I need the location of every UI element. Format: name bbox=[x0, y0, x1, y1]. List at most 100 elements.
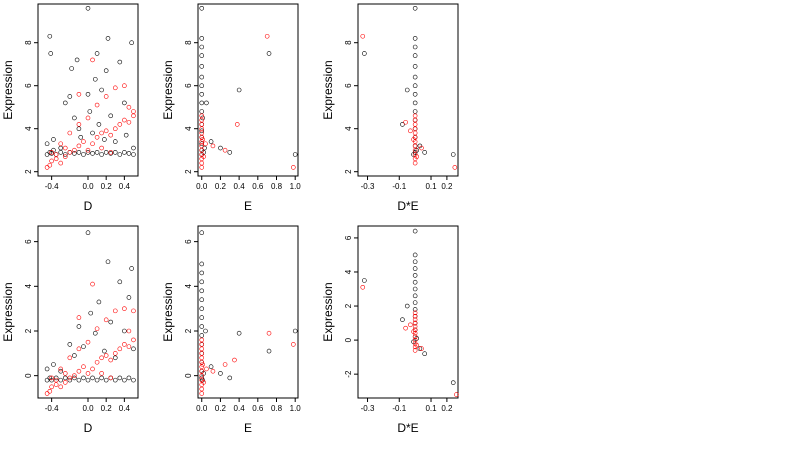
series-1 bbox=[44, 57, 136, 170]
data-point bbox=[103, 317, 109, 323]
data-point bbox=[411, 137, 416, 142]
y-tick-label: 4 bbox=[24, 126, 33, 131]
data-point bbox=[412, 117, 418, 123]
data-point bbox=[58, 366, 64, 372]
data-point bbox=[400, 122, 405, 127]
data-point bbox=[412, 143, 418, 149]
data-point bbox=[44, 391, 50, 396]
data-point bbox=[78, 135, 84, 140]
data-point bbox=[58, 368, 64, 374]
data-point bbox=[266, 348, 272, 354]
data-point bbox=[412, 348, 418, 353]
y-tick-label: 4 bbox=[184, 126, 193, 131]
data-point bbox=[85, 147, 91, 153]
data-point bbox=[199, 100, 205, 106]
series-0 bbox=[44, 6, 136, 157]
data-point bbox=[450, 380, 456, 385]
data-point bbox=[103, 353, 109, 358]
data-point bbox=[199, 83, 205, 88]
data-point bbox=[199, 74, 205, 80]
data-point bbox=[292, 328, 298, 334]
data-point bbox=[412, 334, 418, 339]
plot-frame bbox=[357, 225, 459, 399]
data-point bbox=[200, 137, 205, 142]
x-tick-label: -0.3 bbox=[361, 404, 375, 413]
data-point bbox=[85, 150, 91, 155]
data-point bbox=[412, 53, 418, 58]
data-point bbox=[72, 373, 77, 378]
y-tick-label: -2 bbox=[344, 370, 353, 378]
data-point bbox=[131, 113, 136, 119]
data-point bbox=[126, 344, 132, 349]
data-point bbox=[227, 375, 233, 381]
data-point bbox=[112, 126, 118, 131]
x-tick-label: -0.3 bbox=[361, 182, 375, 191]
data-point bbox=[99, 152, 104, 157]
y-tick-label: 4 bbox=[184, 284, 193, 289]
x-tick-label: -0.1 bbox=[392, 182, 406, 191]
data-point bbox=[414, 147, 420, 153]
panel-top-E: 0.0 0.2 0.4 0.6 0.8 1.0 2 4 6 8 E Expression bbox=[161, 3, 301, 213]
data-point bbox=[400, 317, 405, 322]
data-point bbox=[199, 279, 205, 285]
data-point bbox=[412, 252, 418, 258]
data-point bbox=[85, 371, 91, 376]
data-point bbox=[202, 145, 207, 151]
data-point bbox=[412, 113, 418, 119]
data-point bbox=[90, 141, 95, 147]
data-point bbox=[129, 266, 134, 271]
series-1 bbox=[360, 285, 459, 397]
data-point bbox=[99, 355, 104, 361]
x-tick-label: 0.2 bbox=[101, 404, 113, 413]
data-point bbox=[203, 141, 208, 147]
y-axis-label: Expression bbox=[1, 60, 15, 119]
data-point bbox=[92, 76, 98, 82]
data-point bbox=[412, 126, 418, 131]
data-point bbox=[199, 346, 205, 352]
data-point bbox=[49, 158, 54, 164]
data-point bbox=[199, 351, 205, 356]
data-point bbox=[62, 380, 68, 385]
series-0 bbox=[44, 230, 136, 383]
data-point bbox=[47, 33, 53, 39]
x-tick-label: 0.8 bbox=[271, 182, 283, 191]
data-point bbox=[76, 92, 82, 97]
x-tick-label: -0.4 bbox=[45, 182, 59, 191]
data-point bbox=[44, 366, 50, 372]
x-tick-label: 0.2 bbox=[441, 404, 453, 413]
data-point bbox=[72, 353, 77, 358]
data-point bbox=[105, 259, 111, 265]
data-point bbox=[199, 297, 205, 303]
panel-top-D: -0.4 0.0 0.2 0.4 2 4 6 8 D Expression bbox=[1, 3, 139, 213]
data-point bbox=[199, 364, 205, 370]
data-point bbox=[131, 337, 136, 343]
data-point bbox=[108, 375, 114, 381]
x-tick-label: 0.0 bbox=[196, 182, 208, 191]
x-tick-label: 0.2 bbox=[101, 182, 113, 191]
data-point bbox=[412, 310, 418, 316]
data-point bbox=[236, 330, 242, 336]
x-tick-label: 0.4 bbox=[234, 182, 246, 191]
data-point bbox=[291, 342, 296, 347]
data-point bbox=[94, 135, 100, 140]
data-point bbox=[222, 147, 228, 153]
data-point bbox=[412, 293, 418, 299]
data-point bbox=[108, 319, 114, 325]
data-point bbox=[412, 160, 418, 166]
data-point bbox=[112, 308, 118, 314]
data-point bbox=[108, 132, 114, 138]
x-tick-label: 0.6 bbox=[252, 404, 264, 413]
data-point bbox=[232, 357, 237, 363]
data-point bbox=[122, 328, 127, 334]
y-tick-label: 2 bbox=[184, 328, 193, 333]
data-point bbox=[62, 371, 68, 376]
data-point bbox=[117, 375, 123, 381]
data-point bbox=[126, 295, 132, 300]
y-tick-label: 6 bbox=[184, 83, 193, 88]
data-point bbox=[112, 85, 118, 91]
data-point bbox=[199, 130, 205, 136]
data-point bbox=[412, 92, 418, 97]
y-tick-label: 6 bbox=[184, 239, 193, 244]
